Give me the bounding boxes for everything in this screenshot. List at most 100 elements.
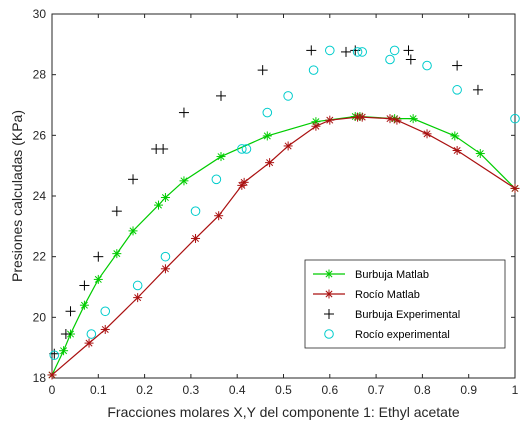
- data-point: [357, 47, 368, 57]
- legend-marker: [324, 329, 334, 339]
- series-2: [49, 45, 483, 359]
- x-tick-label: 1: [512, 383, 519, 397]
- legend-entry-burbuja-experimental: Burbuja Experimental: [324, 309, 460, 321]
- data-point: [59, 346, 69, 356]
- data-point: [389, 45, 400, 56]
- data-point: [60, 329, 71, 340]
- series-3: [49, 45, 520, 361]
- data-point: [100, 306, 111, 317]
- data-point: [214, 211, 224, 221]
- y-axis-label: Presiones calculadas (KPa): [9, 110, 25, 282]
- data-point: [357, 112, 367, 122]
- data-point: [475, 149, 485, 159]
- data-point: [93, 251, 104, 262]
- x-tick-label: 0.8: [414, 383, 431, 397]
- data-point: [405, 54, 416, 65]
- data-point: [215, 90, 226, 101]
- y-tick-label: 30: [33, 7, 47, 21]
- legend-entry-rocio-matlab: Rocío Matlab: [313, 289, 420, 301]
- data-point: [111, 206, 122, 217]
- data-point: [408, 114, 418, 124]
- data-point: [352, 47, 363, 57]
- legend-label: Burbuja Experimental: [355, 309, 460, 321]
- x-tick-label: 0.6: [321, 383, 338, 397]
- y-tick-label: 26: [33, 128, 47, 142]
- legend-box: [304, 259, 506, 349]
- x-axis-ticks: 0 0.1 0.2 0.3 0.4 0.5 0.6 0.7 0.8 0.9 1: [49, 14, 519, 397]
- data-point: [422, 60, 432, 71]
- y-tick-label: 20: [33, 310, 47, 324]
- data-point: [452, 146, 462, 155]
- data-point: [392, 115, 402, 125]
- data-point: [241, 144, 252, 154]
- data-point: [128, 174, 139, 185]
- legend-marker: [324, 269, 334, 279]
- data-point: [190, 206, 201, 216]
- data-point: [211, 174, 222, 185]
- data-point: [153, 200, 163, 210]
- legend-symbol: [324, 329, 334, 339]
- legend-symbol: [313, 269, 345, 279]
- data-point: [262, 131, 272, 141]
- data-point: [510, 183, 520, 193]
- data-point: [237, 144, 247, 154]
- series-layer: [47, 45, 520, 380]
- data-point: [84, 338, 94, 348]
- data-point: [385, 54, 395, 65]
- legend-symbol: [324, 309, 334, 319]
- data-point: [112, 249, 122, 259]
- data-point: [179, 176, 189, 186]
- data-point: [79, 300, 89, 310]
- x-tick-label: 0.1: [90, 383, 107, 397]
- data-point: [403, 45, 414, 56]
- y-tick-label: 22: [33, 250, 47, 264]
- data-point: [49, 350, 60, 361]
- legend-entry-rocio-experimental: Rocío experimental: [324, 329, 450, 341]
- data-point: [262, 107, 273, 118]
- data-point: [160, 193, 170, 203]
- data-point: [49, 348, 60, 359]
- x-tick-label: 0: [49, 383, 56, 397]
- x-tick-label: 0.7: [368, 383, 385, 397]
- data-point: [385, 114, 395, 124]
- data-point: [216, 152, 226, 162]
- series-1: [47, 112, 520, 380]
- data-point: [65, 306, 76, 317]
- data-point: [47, 370, 57, 380]
- data-point: [452, 60, 463, 71]
- legend-marker: [324, 309, 334, 319]
- y-tick-label: 28: [33, 68, 47, 82]
- y-tick-label: 24: [33, 189, 47, 203]
- legend-label: Burbuja Matlab: [355, 269, 429, 281]
- data-point: [450, 131, 460, 141]
- data-point: [257, 65, 268, 76]
- data-point: [311, 121, 321, 131]
- data-point: [308, 65, 319, 75]
- y-axis-ticks: 18 20 22 24 26 28 30: [33, 7, 515, 385]
- data-point: [452, 85, 462, 95]
- legend-label: Rocío Matlab: [355, 289, 420, 301]
- legend-label: Rocío experimental: [355, 329, 450, 341]
- data-point: [325, 45, 335, 56]
- data-point: [158, 143, 169, 154]
- x-tick-label: 0.5: [275, 383, 292, 397]
- data-point: [160, 264, 170, 274]
- x-axis-label: Fracciones molares X,Y del componente 1:…: [107, 404, 459, 420]
- data-point: [128, 226, 138, 236]
- data-point: [133, 293, 143, 303]
- x-tick-label: 0.9: [460, 383, 477, 397]
- data-point: [283, 91, 293, 101]
- x-tick-label: 0.2: [136, 383, 153, 397]
- data-point: [472, 84, 483, 95]
- legend-entry-burbuja-matlab: Burbuja Matlab: [313, 269, 429, 281]
- data-point: [93, 274, 103, 284]
- data-point: [191, 233, 201, 243]
- data-point: [325, 115, 335, 125]
- x-tick-label: 0.4: [229, 383, 246, 397]
- data-point: [306, 45, 317, 56]
- legend-marker: [324, 289, 334, 299]
- x-tick-label: 0.3: [183, 383, 200, 397]
- data-point: [160, 251, 171, 262]
- data-point: [341, 46, 352, 57]
